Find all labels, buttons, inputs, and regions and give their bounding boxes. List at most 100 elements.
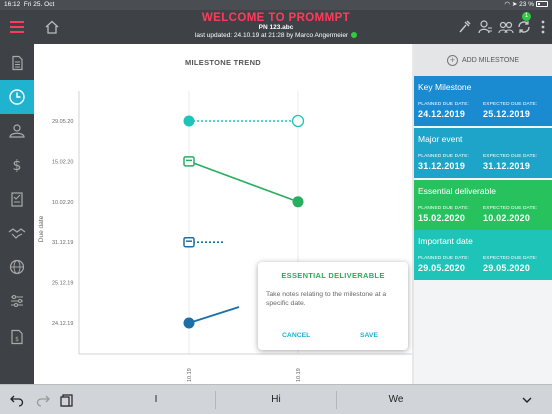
expected-due-date-label: EXPECTED DUE DATE: <box>483 206 538 211</box>
clock-icon <box>9 89 25 105</box>
location-icon: ➤ <box>511 1 518 8</box>
nav-item-tasks[interactable] <box>0 182 34 216</box>
app-title: WELCOME TO PROMMPT <box>201 12 351 24</box>
planned-due-date: 15.02.2020 <box>418 213 466 223</box>
milestone-name: Important date <box>418 236 473 246</box>
milestone-card[interactable]: Major event PLANNED DUE DATE: EXPECTED DUE… <box>414 128 552 178</box>
suggestion-2[interactable]: Hi <box>271 394 281 405</box>
pipette-icon[interactable] <box>456 19 472 35</box>
more-vertical-icon[interactable] <box>535 19 551 35</box>
battery-percent: 23 % <box>519 1 534 8</box>
status-right: ◠ ➤ 23 % <box>504 0 548 10</box>
handshake-icon <box>8 228 26 239</box>
status-time: 16:12 <box>4 1 21 8</box>
y-tick-label: 24.12.19 <box>52 321 73 327</box>
status-time-date: 16:12 Fri 25. Oct <box>4 0 54 10</box>
notes-textarea[interactable]: Take notes relating to the milestone at … <box>266 291 387 307</box>
nav-item-global[interactable] <box>0 250 34 284</box>
expected-due-date: 10.02.2020 <box>483 213 531 223</box>
notification-badge: 1 <box>522 12 531 21</box>
data-point <box>291 114 305 128</box>
y-tick-label: 25.12.19 <box>52 281 73 287</box>
planned-due-date-label: PLANNED DUE DATE: <box>418 256 469 261</box>
left-nav: $ $ <box>0 44 34 384</box>
notes-popup: ESSENTIAL DELIVERABLE Take notes relatin… <box>258 262 408 350</box>
user-list-icon[interactable] <box>477 19 493 35</box>
data-point <box>292 196 304 208</box>
chart-title: MILESTONE TREND <box>184 58 262 67</box>
team-icon <box>9 124 25 138</box>
status-date: Fri 25. Oct <box>23 1 55 8</box>
expected-due-date: 31.12.2019 <box>483 161 531 171</box>
series-line <box>188 160 299 203</box>
document-icon <box>12 55 23 71</box>
milestone-trend-panel: MILESTONE TREND 29.05.20 15.02.20 10.02.20… <box>34 44 412 384</box>
milestone-name: Key Milestone <box>418 82 472 92</box>
expected-due-date: 25.12.2019 <box>483 109 531 119</box>
y-axis-label: Due date <box>38 215 45 242</box>
nav-item-budget[interactable]: $ <box>0 148 34 182</box>
team-settings-icon[interactable] <box>498 19 514 35</box>
save-button[interactable]: SAVE <box>360 332 379 339</box>
chevron-down-icon[interactable] <box>520 393 534 407</box>
expected-due-date-label: EXPECTED DUE DATE: <box>483 154 538 159</box>
home-icon[interactable] <box>44 19 60 35</box>
menu-button[interactable] <box>0 10 34 44</box>
suggestion-divider <box>336 391 337 409</box>
milestones-panel: + ADD MILESTONE Key Milestone PLANNED DUE… <box>414 44 552 384</box>
hamburger-icon <box>10 21 24 33</box>
last-updated: last updated: 24.10.19 at 21:28 by Marco… <box>0 32 552 39</box>
nav-item-milestone-trend[interactable] <box>0 80 34 114</box>
cancel-button[interactable]: CANCEL <box>282 332 311 339</box>
paste-icon[interactable] <box>60 393 74 407</box>
milestone-name: Essential deliverable <box>418 186 496 196</box>
sliders-icon <box>11 295 23 307</box>
dollar-icon: $ <box>13 158 22 173</box>
planned-due-date-label: PLANNED DUE DATE: <box>418 102 469 107</box>
milestone-card[interactable]: Key Milestone PLANNED DUE DATE: EXPECTED D… <box>414 76 552 126</box>
suggestion-3[interactable]: We <box>388 394 404 405</box>
checklist-icon <box>11 192 23 207</box>
suggestion-1[interactable]: I <box>154 394 158 405</box>
plus-icon: + <box>446 54 458 66</box>
planned-due-date-label: PLANNED DUE DATE: <box>418 206 469 211</box>
milestone-trend-chart: 29.05.20 15.02.20 10.02.20 31.12.19 25.12.19… <box>38 91 412 382</box>
data-point <box>183 236 195 248</box>
nav-item-team[interactable] <box>0 114 34 148</box>
nav-item-stakeholders[interactable] <box>0 216 34 250</box>
svg-text:$: $ <box>13 158 22 173</box>
nav-item-documents[interactable] <box>0 46 34 80</box>
battery-icon <box>536 1 548 7</box>
y-tick-label: 31.12.19 <box>52 240 73 246</box>
x-tick-label: 10.19 <box>296 368 302 382</box>
redo-icon[interactable] <box>36 393 50 407</box>
suggestion-divider <box>215 391 216 409</box>
expected-due-date-label: EXPECTED DUE DATE: <box>483 256 538 261</box>
data-point <box>183 115 195 127</box>
planned-due-date-label: PLANNED DUE DATE: <box>418 154 469 159</box>
nav-item-settings[interactable] <box>0 284 34 318</box>
milestone-card[interactable]: Essential deliverable PLANNED DUE DATE: EX… <box>414 180 552 230</box>
expected-due-date-label: EXPECTED DUE DATE: <box>483 102 538 107</box>
x-tick-label: 10.19 <box>187 368 193 382</box>
data-point <box>183 317 195 329</box>
keyboard-suggestion-bar: I Hi We <box>0 384 552 414</box>
online-status-icon <box>351 32 358 38</box>
add-milestone-button[interactable]: + ADD MILESTONE <box>414 44 552 76</box>
sync-icon[interactable] <box>516 19 532 35</box>
y-tick-label: 15.02.20 <box>52 159 73 165</box>
wifi-icon: ◠ <box>504 1 511 8</box>
milestone-card[interactable]: Important date PLANNED DUE DATE: EXPECTED … <box>414 230 552 280</box>
add-milestone-label: ADD MILESTONE <box>461 56 520 64</box>
nav-item-reports[interactable]: $ <box>0 320 34 354</box>
planned-due-date: 24.12.2019 <box>418 109 466 119</box>
milestone-name: Major event <box>418 134 463 144</box>
planned-due-date: 31.12.2019 <box>418 161 466 171</box>
expected-due-date: 29.05.2020 <box>483 263 531 273</box>
y-tick-label: 29.05.20 <box>52 119 73 125</box>
undo-icon[interactable] <box>10 393 24 407</box>
status-bar: 16:12 Fri 25. Oct ◠ ➤ 23 % <box>0 0 552 10</box>
series-line <box>188 306 240 324</box>
svg-text:$: $ <box>15 336 19 343</box>
report-icon: $ <box>11 329 23 345</box>
